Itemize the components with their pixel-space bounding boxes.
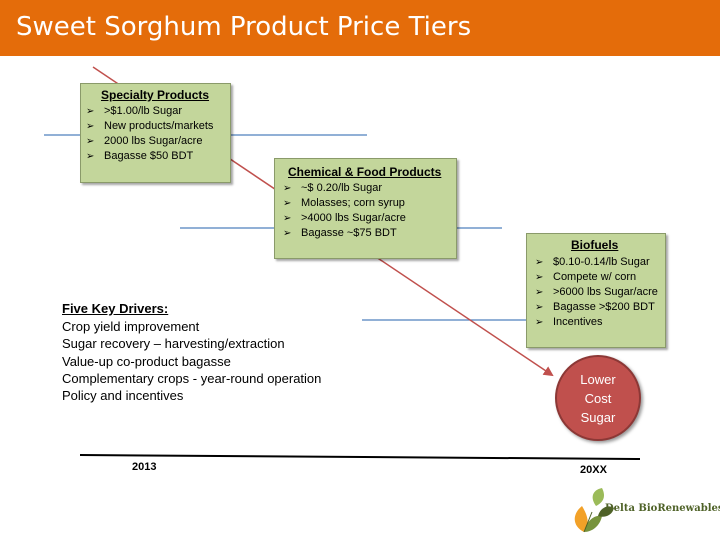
leaves-logo-icon xyxy=(574,488,614,533)
arrow-bullet-icon: ➢ xyxy=(283,228,292,239)
arrow-bullet-icon: ➢ xyxy=(535,257,544,268)
arrow-bullet-icon: ➢ xyxy=(86,106,95,117)
list-item: ➢ Bagasse $50 BDT xyxy=(86,150,194,162)
tier-bullets: ➢ $0.10-0.14/lb Sugar ➢ Compete w/ corn ➢ >… xyxy=(535,255,658,330)
tier-heading: Chemical & Food Products xyxy=(288,165,442,179)
arrow-bullet-icon: ➢ xyxy=(86,151,95,162)
list-item: ➢ 2000 lbs Sugar/acre xyxy=(86,135,203,147)
circle-line: Lower xyxy=(580,371,616,387)
list-item: Value-up co-product bagasse xyxy=(62,353,231,369)
list-item: ➢ >6000 lbs Sugar/acre xyxy=(535,286,658,298)
list-item: ➢ >4000 lbs Sugar/acre xyxy=(283,212,406,224)
title-bar: Sweet Sorghum Product Price Tiers xyxy=(0,0,720,56)
timeline-start-label: 2013 xyxy=(132,461,157,473)
list-item: ➢ Bagasse >$200 BDT xyxy=(535,301,655,313)
list-item: ➢ Incentives xyxy=(535,316,603,328)
list-item: ➢ $0.10-0.14/lb Sugar xyxy=(535,256,650,268)
arrow-bullet-icon: ➢ xyxy=(535,302,544,313)
tier-bullets: ➢ ~$ 0.20/lb Sugar ➢ Molasses; corn syrup … xyxy=(283,181,406,241)
circle-line: Sugar xyxy=(580,409,616,425)
list-item: ➢ Bagasse ~$75 BDT xyxy=(283,227,397,239)
timeline-end-label: 20XX xyxy=(580,464,607,476)
slide-title: Sweet Sorghum Product Price Tiers xyxy=(16,12,472,42)
logo-text: Delta BioRenewables xyxy=(605,503,720,514)
list-item: ➢ ~$ 0.20/lb Sugar xyxy=(283,182,383,194)
key-drivers-list: Crop yield improvement Sugar recovery – … xyxy=(62,318,321,404)
circle-line: Cost xyxy=(584,390,612,406)
list-item: Crop yield improvement xyxy=(62,319,200,334)
list-item: ➢ Compete w/ corn xyxy=(535,271,637,283)
arrow-bullet-icon: ➢ xyxy=(86,121,95,132)
key-drivers-heading: Five Key Drivers: xyxy=(62,301,169,316)
arrow-bullet-icon: ➢ xyxy=(283,213,292,224)
key-drivers: Five Key Drivers: Crop yield improvement… xyxy=(62,300,321,404)
tier-box-specialty: Specialty Products ➢ >$1.00/lb Sugar ➢ New… xyxy=(80,83,231,183)
tier-box-biofuels: Biofuels ➢ $0.10-0.14/lb Sugar ➢ Compete w… xyxy=(526,233,666,348)
list-item: Complementary crops - year-round operati… xyxy=(62,370,322,386)
tier-heading: Biofuels xyxy=(571,238,619,252)
tier-heading: Specialty Products xyxy=(101,88,210,102)
list-item: Sugar recovery – harvesting/extraction xyxy=(62,336,285,352)
lower-cost-sugar-circle: Lower Cost Sugar xyxy=(555,355,641,441)
list-item: ➢ >$1.00/lb Sugar xyxy=(86,105,182,117)
arrow-bullet-icon: ➢ xyxy=(535,287,544,298)
list-item: Policy and incentives xyxy=(62,388,184,404)
arrow-bullet-icon: ➢ xyxy=(86,136,95,147)
list-item: ➢ Molasses; corn syrup xyxy=(283,197,405,209)
tier-bullets: ➢ >$1.00/lb Sugar ➢ New products/markets ➢… xyxy=(86,104,213,164)
tier-box-chemical-food: Chemical & Food Products ➢ ~$ 0.20/lb Sug… xyxy=(274,158,457,259)
arrow-bullet-icon: ➢ xyxy=(283,198,292,209)
arrow-bullet-icon: ➢ xyxy=(283,183,292,194)
arrow-bullet-icon: ➢ xyxy=(535,317,544,328)
list-item: ➢ New products/markets xyxy=(86,120,214,132)
arrow-bullet-icon: ➢ xyxy=(535,272,544,283)
timeline-axis xyxy=(79,454,641,460)
